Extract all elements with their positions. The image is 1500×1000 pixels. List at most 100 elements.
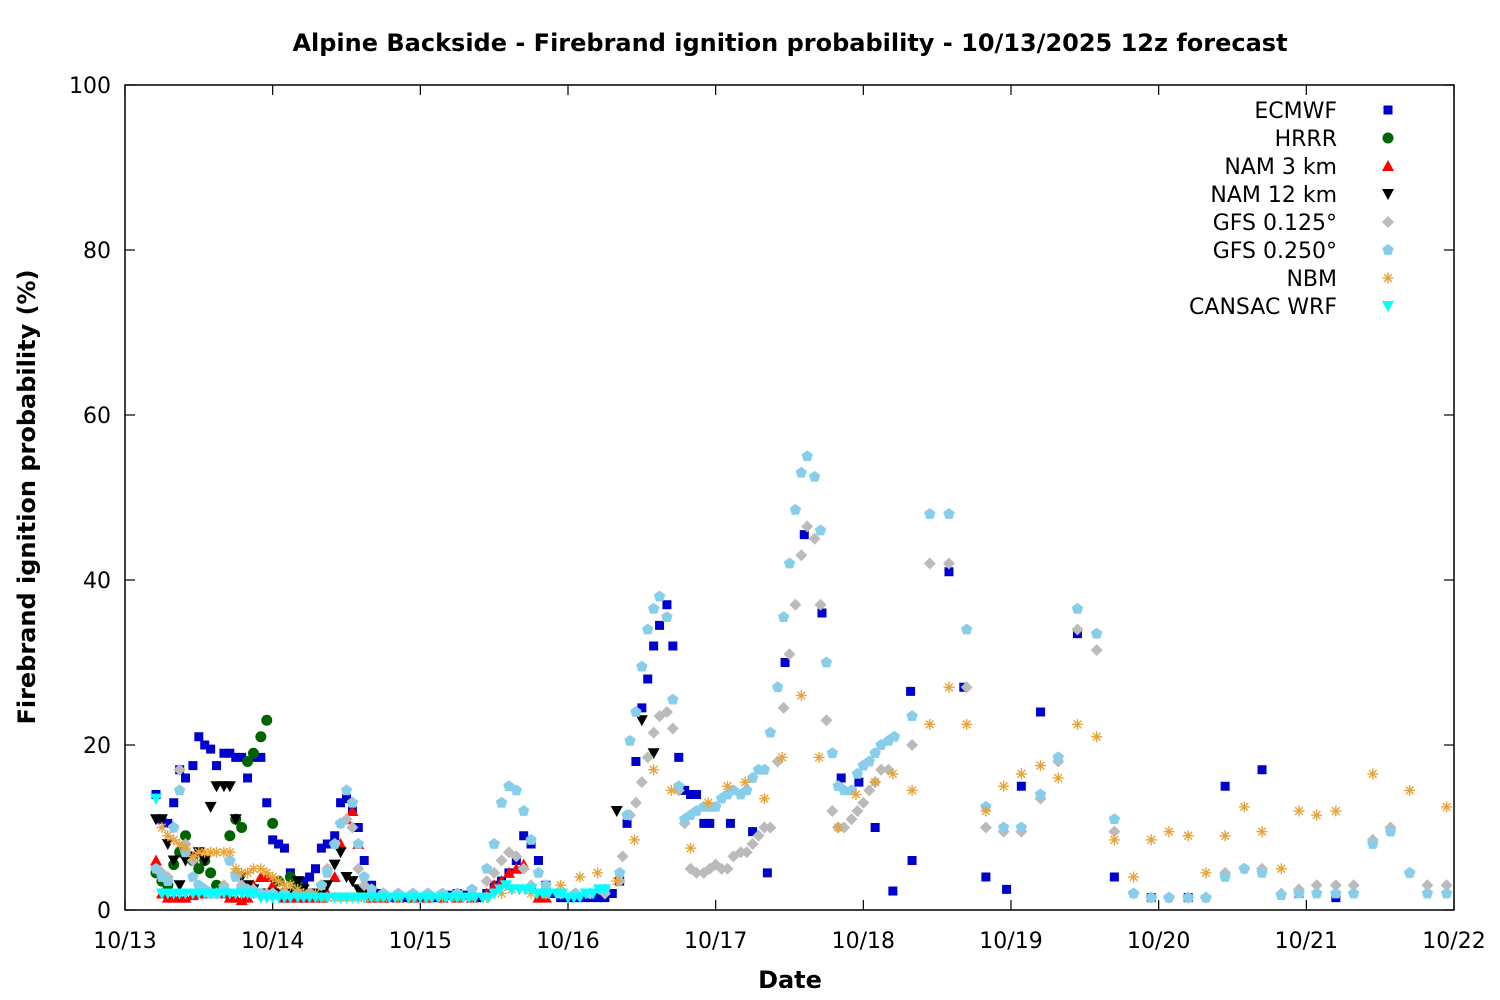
- data-point: [193, 863, 205, 875]
- data-point: [906, 784, 918, 796]
- data-point: [180, 842, 192, 854]
- data-point: [358, 871, 370, 882]
- data-point: [1256, 826, 1268, 838]
- data-point: [1182, 830, 1194, 842]
- data-point: [573, 892, 586, 904]
- data-point: [179, 855, 192, 867]
- y-tick-label: 60: [83, 404, 111, 429]
- data-point: [621, 809, 633, 820]
- data-point: [795, 466, 807, 478]
- y-axis-title: Firebrand ignition probability (%): [13, 269, 41, 724]
- data-point: [820, 714, 833, 727]
- data-point: [262, 798, 272, 808]
- data-point: [702, 797, 714, 809]
- data-point: [299, 876, 309, 886]
- data-point: [242, 867, 254, 879]
- data-point: [630, 706, 642, 717]
- data-point: [495, 796, 508, 808]
- data-point: [648, 764, 660, 776]
- data-point: [1330, 805, 1342, 817]
- data-point: [1421, 879, 1434, 892]
- data-point: [642, 623, 654, 635]
- data-point: [315, 879, 328, 891]
- data-point: [635, 715, 648, 727]
- data-point: [510, 862, 523, 874]
- data-point: [817, 608, 827, 618]
- data-point: [789, 598, 802, 611]
- data-point: [482, 892, 495, 904]
- series-gfs-0-125-: [150, 520, 1453, 904]
- data-point: [291, 876, 304, 888]
- data-point: [924, 508, 936, 519]
- legend-label: ECMWF: [1254, 99, 1337, 124]
- data-point: [666, 722, 679, 735]
- data-point: [187, 871, 199, 882]
- data-point: [647, 726, 660, 739]
- data-point: [1015, 821, 1027, 833]
- data-point: [1200, 867, 1212, 879]
- data-point: [1257, 765, 1267, 775]
- data-point: [1256, 866, 1268, 878]
- data-point: [255, 863, 267, 875]
- data-point: [268, 835, 278, 845]
- data-point: [923, 557, 936, 570]
- data-point: [336, 798, 346, 808]
- legend-label: NAM 3 km: [1224, 155, 1337, 180]
- data-point: [907, 856, 917, 865]
- data-point: [525, 833, 537, 845]
- data-point: [163, 818, 173, 828]
- data-point: [801, 520, 814, 533]
- data-point: [614, 866, 626, 878]
- data-point: [610, 806, 623, 817]
- data-point: [206, 744, 216, 754]
- x-tick-label: 10/13: [93, 929, 156, 954]
- data-point: [776, 751, 788, 763]
- data-point: [494, 884, 507, 896]
- x-tick-label: 10/20: [1127, 929, 1190, 954]
- data-point: [637, 703, 647, 713]
- data-point: [204, 801, 217, 813]
- data-point: [316, 843, 326, 853]
- data-point: [223, 781, 236, 793]
- data-point: [783, 648, 796, 661]
- data-point: [850, 789, 862, 800]
- data-point: [997, 821, 1010, 833]
- data-point: [1091, 731, 1103, 743]
- data-point: [1367, 768, 1379, 780]
- data-point: [758, 793, 770, 805]
- data-point: [961, 623, 973, 635]
- data-point: [1275, 889, 1287, 900]
- data-point: [1090, 627, 1103, 639]
- data-point: [1128, 871, 1140, 883]
- data-point: [519, 831, 529, 841]
- data-point: [808, 470, 821, 482]
- x-tick-label: 10/22: [1422, 929, 1485, 954]
- data-point: [150, 854, 163, 866]
- data-point: [359, 856, 369, 865]
- data-point: [699, 818, 709, 828]
- data-point: [346, 876, 359, 888]
- data-point: [1071, 718, 1083, 730]
- data-point: [836, 773, 846, 783]
- data-point: [329, 838, 341, 849]
- data-point: [1002, 884, 1012, 894]
- data-point: [592, 867, 604, 879]
- data-point: [1145, 891, 1157, 903]
- data-point: [518, 805, 530, 816]
- data-point: [224, 830, 236, 842]
- data-point: [256, 752, 266, 762]
- data-point: [502, 846, 515, 859]
- data-point: [322, 839, 332, 849]
- data-point: [942, 557, 955, 570]
- data-point: [480, 875, 493, 888]
- legend-marker: [1382, 272, 1394, 284]
- data-point: [674, 752, 684, 762]
- data-point: [162, 875, 174, 886]
- data-point: [261, 867, 273, 879]
- data-point: [212, 761, 222, 771]
- x-tick-label: 10/18: [832, 929, 895, 954]
- data-point: [161, 839, 174, 850]
- data-point: [1108, 825, 1121, 838]
- data-point: [510, 850, 523, 863]
- data-point: [875, 763, 888, 776]
